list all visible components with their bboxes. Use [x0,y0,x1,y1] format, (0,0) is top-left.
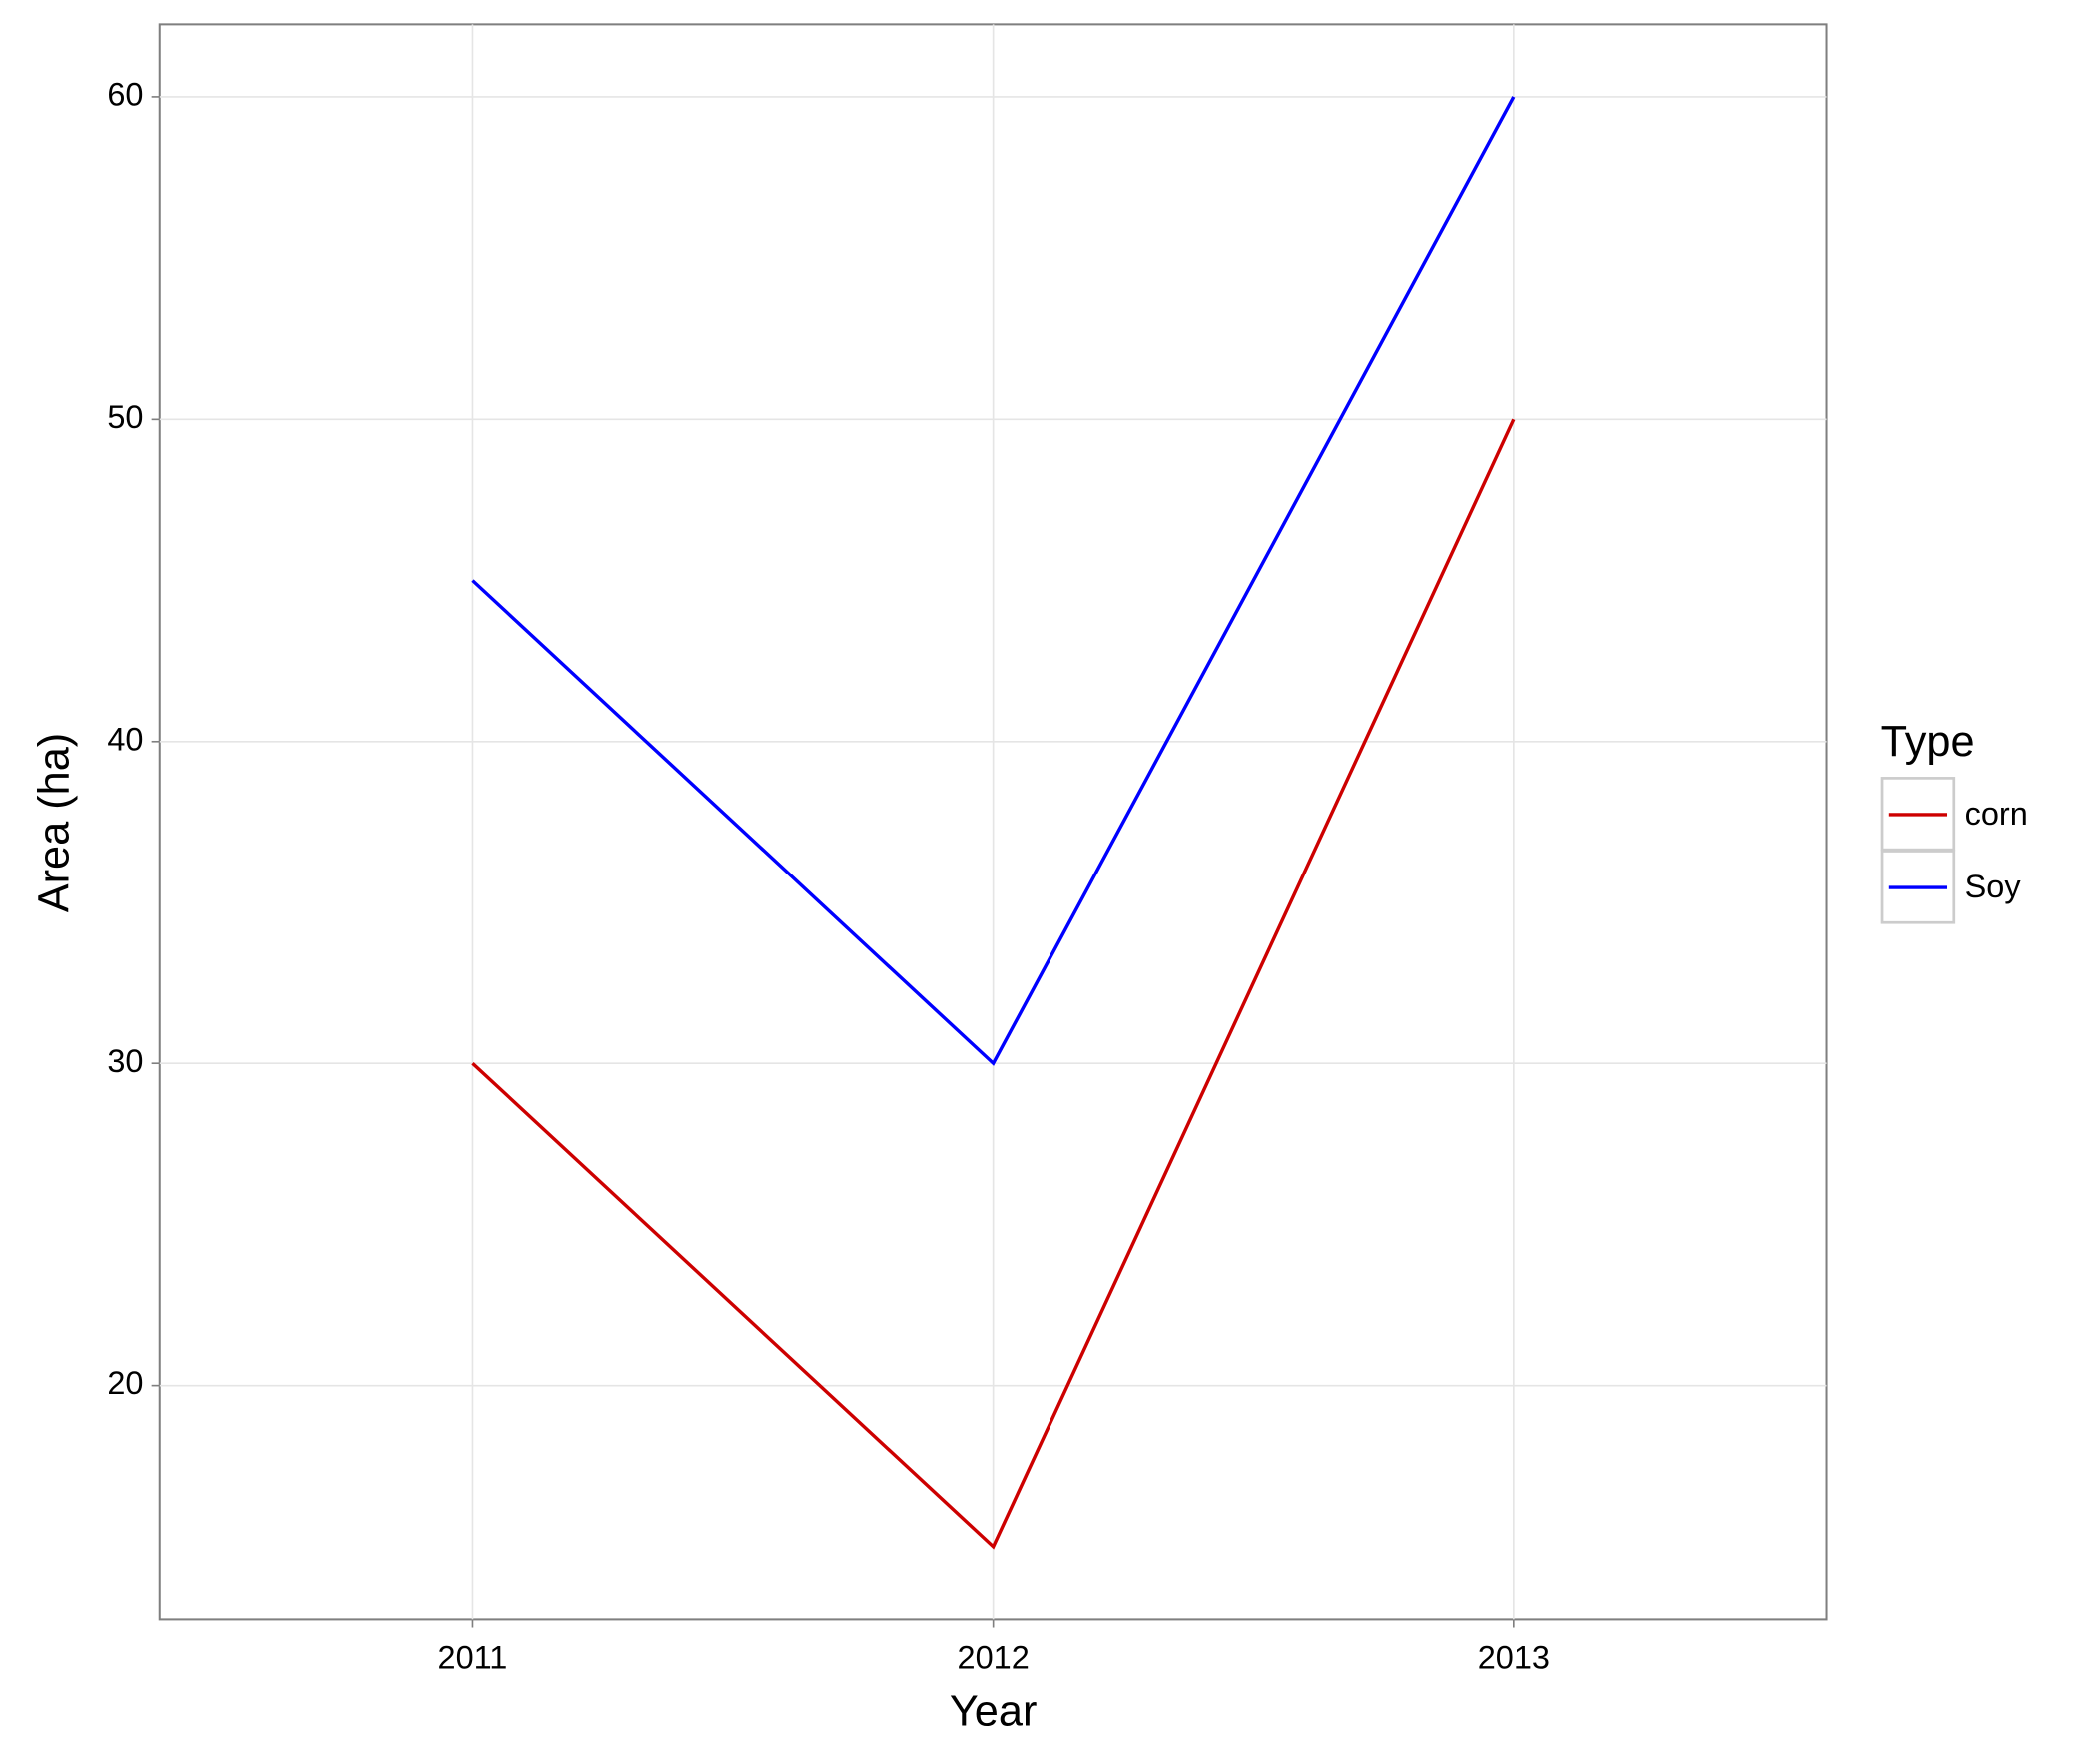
y-tick-label: 60 [107,76,143,112]
line-series [471,96,1516,1066]
y-tick-label: 40 [107,721,143,757]
x-tick-label: 2013 [1478,1640,1550,1676]
y-axis-title: Area (ha) [30,733,78,912]
y-tick-label: 50 [107,399,143,435]
x-axis-title: Year [950,1688,1037,1736]
x-tick-label: 2011 [438,1640,508,1676]
legend-label: corn [1965,796,2028,832]
y-tick-label: 30 [107,1043,143,1079]
legend-title: Type [1881,718,1975,766]
x-tick-label: 2012 [958,1640,1030,1676]
y-tick-label: 20 [107,1365,143,1401]
legend-label: Soy [1965,869,2022,904]
line-series [471,418,1516,1550]
